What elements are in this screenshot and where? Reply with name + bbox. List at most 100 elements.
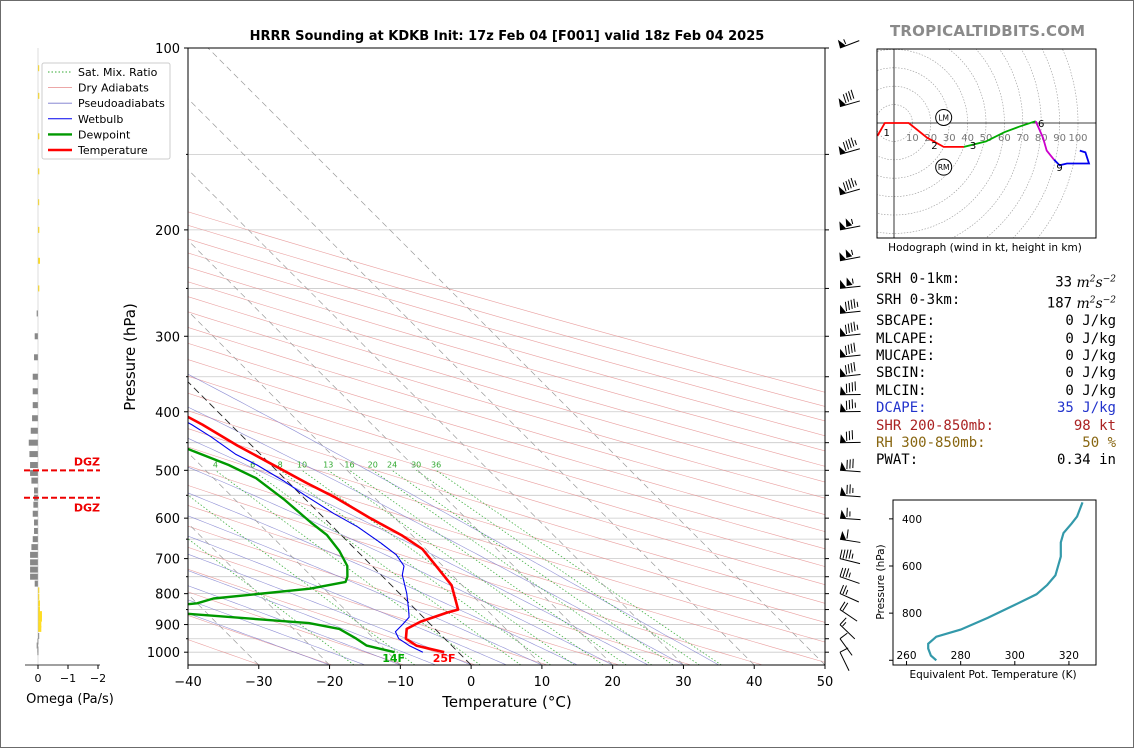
barb-staff: [839, 410, 861, 413]
isotherm-line: [188, 169, 684, 665]
barb-flag: [846, 507, 848, 518]
wind-barb: [839, 342, 861, 358]
stat-label: MLCAPE:: [876, 330, 936, 347]
hodograph-height-label: 9: [1056, 163, 1062, 174]
barb-staff: [839, 638, 853, 656]
barb-flag: [839, 647, 849, 653]
barb-pennant: [840, 434, 847, 443]
barb-flag: [845, 140, 850, 150]
wind-barb: [839, 249, 861, 262]
wind-barb-shape: [839, 549, 861, 565]
omega-bar: [30, 551, 38, 558]
omega-bar: [38, 285, 40, 292]
mixing-ratio-line: [188, 538, 355, 665]
barb-flag: [845, 549, 849, 559]
dry-adiabat: [188, 591, 404, 665]
legend-label: Temperature: [77, 144, 148, 157]
omega-bar: [38, 625, 42, 632]
stat-number: 35 J/kg: [1056, 400, 1116, 417]
stat-number: 187: [1046, 295, 1073, 312]
barb-flag: [848, 91, 852, 101]
wind-barb: [839, 584, 860, 603]
barb-flag: [839, 601, 846, 610]
stat-label: PWAT:: [876, 452, 919, 469]
barb-half-flag: [852, 487, 854, 494]
barb-flag: [842, 585, 847, 595]
barb-half-flag: [845, 589, 849, 595]
pseudoadiabat: [188, 613, 330, 665]
dry-adiabat: [188, 281, 825, 467]
hodograph-trace: [1034, 120, 1055, 161]
stat-number: 50 %: [1082, 434, 1116, 451]
barb-pennant: [845, 218, 853, 227]
omega-bar: [32, 536, 38, 543]
omega-bar: [32, 388, 38, 395]
stat-row: RH 300-850mb: 50 %: [876, 435, 1116, 452]
theta-e-y-tick-label: 600: [902, 561, 922, 573]
barb-flag: [847, 364, 850, 374]
barb-flag: [853, 362, 856, 372]
legend-label: Wetbulb: [78, 113, 123, 126]
stat-unit-part: 2: [1089, 295, 1096, 306]
stat-unit: m2s−2: [1072, 274, 1117, 291]
omega-bar: [30, 462, 38, 469]
omega-bar: [30, 573, 38, 580]
stat-number: 0 J/kg: [1065, 330, 1116, 347]
pseudoadiabat: [188, 515, 543, 665]
omega-bar: [38, 168, 40, 175]
barb-pennant: [840, 279, 846, 289]
hodograph-frame: [876, 48, 1097, 239]
hodograph-height-label: 2: [931, 141, 937, 152]
hodograph-ring-label: 70: [1016, 133, 1029, 144]
barb-flag: [845, 400, 848, 411]
dry-adiabat: [188, 505, 692, 665]
omega-bar: [38, 65, 40, 72]
mixing-ratio-label: 20: [368, 460, 378, 469]
barb-staff: [839, 40, 860, 49]
barb-flag: [845, 431, 848, 441]
omega-bar: [34, 580, 38, 587]
hodograph-trace: [963, 120, 1036, 148]
dry-adiabat: [188, 446, 825, 643]
temperature-trace: [188, 415, 460, 654]
barb-staff: [839, 469, 861, 473]
barb-half-flag: [856, 301, 859, 307]
omega-bar: [34, 527, 38, 534]
wind-barb: [839, 362, 861, 378]
x-tick-label: 40: [746, 675, 763, 690]
theta-e-plot: [927, 502, 1084, 662]
omega-bar: [38, 606, 40, 613]
wind-barb: [839, 458, 861, 473]
hodograph-ring-label: 20: [924, 133, 937, 144]
dry-adiabat: [188, 266, 825, 452]
barb-flag: [842, 549, 846, 559]
barb-half-flag: [850, 218, 854, 225]
barb-pennant: [839, 252, 846, 261]
stat-row: PWAT: 0.34 in: [876, 452, 1116, 469]
stat-number: 0 J/kg: [1065, 347, 1116, 364]
pseudoadiabat: [188, 492, 578, 665]
barb-flag: [854, 381, 856, 391]
omega-bar: [32, 510, 38, 517]
barb-flag: [845, 180, 850, 190]
barb-pennant: [845, 249, 853, 258]
y-tick-label: 700: [155, 553, 180, 568]
stat-label: SHR 200-850mb:: [876, 417, 995, 434]
barb-pennant: [840, 304, 846, 314]
barb-staff: [839, 354, 861, 358]
omega-bar: [38, 133, 40, 140]
barb-flag: [842, 94, 847, 104]
mixing-ratio-label: 16: [344, 460, 354, 469]
barb-flag: [839, 632, 848, 640]
barb-staff: [839, 651, 850, 671]
mixing-ratio-label: 36: [431, 460, 441, 469]
barb-flag: [847, 323, 850, 333]
barb-staff: [839, 393, 861, 396]
mixing-ratio-line: [327, 469, 604, 665]
barb-flag: [839, 584, 844, 594]
barb-flag: [853, 342, 856, 352]
site-watermark: TROPICALTIDBITS.COM: [890, 22, 1086, 40]
wind-barb-shape: [839, 321, 861, 337]
barb-flag: [848, 179, 852, 189]
isotherm-line: [207, 48, 825, 665]
